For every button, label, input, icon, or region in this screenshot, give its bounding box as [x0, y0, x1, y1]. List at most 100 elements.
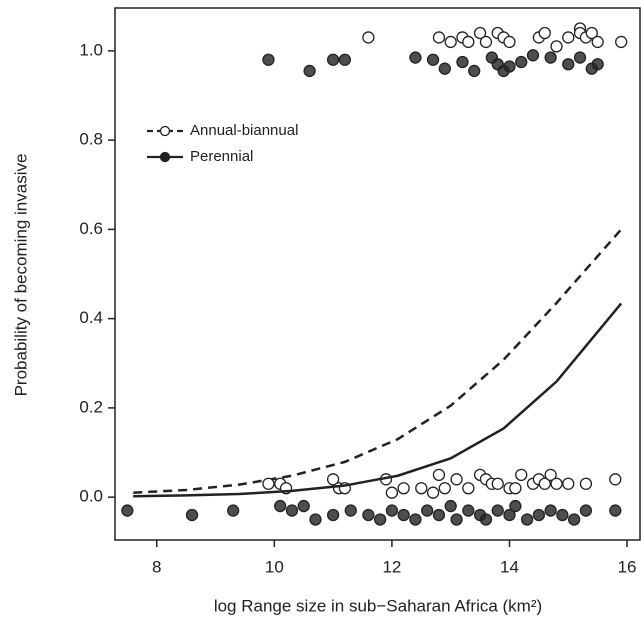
- point: [503, 60, 516, 73]
- point: [415, 482, 428, 495]
- legend-marker: [159, 151, 171, 163]
- point: [385, 486, 399, 499]
- y-tick-label: 0.4: [79, 308, 103, 327]
- point: [450, 473, 463, 486]
- y-tick-label: 1.0: [79, 40, 103, 59]
- point: [450, 513, 463, 526]
- point: [479, 513, 493, 526]
- point: [562, 31, 575, 44]
- point: [326, 473, 340, 486]
- point: [615, 35, 628, 49]
- point: [591, 35, 604, 49]
- point: [544, 468, 557, 481]
- plot-frame: [114, 7, 641, 541]
- point: [385, 504, 399, 517]
- y-tick-label: 0.8: [79, 130, 103, 149]
- x-axis-label: log Range size in sub−Saharan Africa (km…: [214, 596, 542, 615]
- point: [121, 504, 134, 517]
- point: [397, 508, 410, 522]
- point: [609, 473, 622, 486]
- x-tick-label: 14: [500, 557, 519, 576]
- x-tick-label: 12: [382, 557, 401, 576]
- point: [491, 477, 504, 490]
- point: [526, 49, 540, 62]
- point: [409, 513, 422, 526]
- point: [462, 35, 475, 49]
- point: [609, 504, 622, 517]
- x-tick-label: 8: [152, 557, 161, 576]
- point: [444, 35, 457, 49]
- point: [432, 31, 446, 44]
- point: [468, 64, 481, 78]
- point: [520, 513, 534, 526]
- y-tick-label: 0.2: [79, 397, 103, 416]
- point: [373, 513, 387, 526]
- point: [462, 482, 475, 495]
- point: [362, 508, 375, 522]
- point: [326, 53, 340, 66]
- y-tick-label: 0.0: [79, 487, 103, 506]
- point: [591, 58, 604, 71]
- point: [309, 513, 322, 526]
- point: [579, 477, 593, 490]
- point: [227, 504, 240, 517]
- point: [473, 26, 487, 40]
- point: [503, 508, 516, 522]
- point: [274, 499, 287, 513]
- point: [515, 55, 528, 69]
- point: [262, 477, 275, 490]
- y-axis-label: Probability of becoming invasive: [11, 154, 30, 397]
- point: [438, 62, 451, 75]
- legend-marker: [159, 125, 171, 137]
- point: [585, 26, 598, 40]
- fit-line: [133, 302, 623, 498]
- point: [538, 26, 551, 40]
- point: [438, 482, 451, 495]
- point: [297, 499, 310, 513]
- point: [550, 477, 563, 490]
- point: [303, 64, 316, 78]
- fit-line: [133, 228, 623, 494]
- point: [421, 504, 434, 517]
- point: [285, 504, 299, 517]
- point: [562, 58, 575, 71]
- point: [579, 504, 593, 517]
- point: [568, 513, 581, 526]
- point: [426, 486, 440, 499]
- point: [462, 504, 475, 517]
- point: [409, 51, 422, 64]
- point: [344, 504, 357, 517]
- x-tick-label: 10: [265, 557, 284, 576]
- point: [362, 31, 375, 44]
- point: [262, 53, 275, 66]
- point: [338, 53, 352, 66]
- point: [509, 482, 522, 495]
- point: [509, 499, 522, 513]
- point: [185, 508, 199, 522]
- point: [544, 51, 557, 64]
- point: [503, 35, 516, 49]
- point: [479, 35, 493, 49]
- point: [550, 40, 563, 53]
- point: [544, 504, 557, 517]
- point: [515, 468, 528, 481]
- y-tick-label: 0.6: [79, 219, 103, 238]
- point: [573, 51, 587, 64]
- point: [491, 504, 504, 517]
- point: [532, 508, 546, 522]
- point: [326, 508, 340, 522]
- point: [444, 499, 457, 513]
- point: [538, 477, 551, 490]
- point: [556, 508, 569, 522]
- point: [397, 482, 410, 495]
- point: [456, 55, 469, 69]
- legend-label: Annual-biannual: [190, 122, 298, 139]
- point: [562, 477, 575, 490]
- point: [432, 468, 446, 481]
- point: [432, 508, 446, 522]
- x-tick-label: 16: [618, 557, 637, 576]
- point: [426, 53, 440, 66]
- legend-label: Perennial: [190, 148, 253, 165]
